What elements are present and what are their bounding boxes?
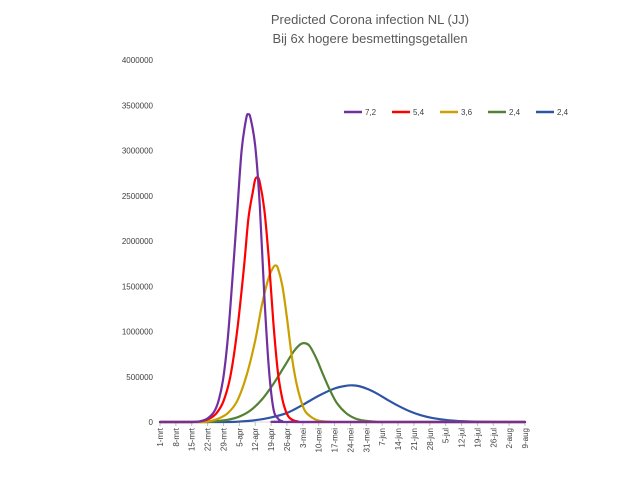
x-tick-label: 12-jul [458,428,467,448]
y-axis: 0 500000 1000000 1500000 2000000 2500000 30000… [122,56,154,427]
x-tick-label: 22-mrt [204,427,213,451]
x-tick-label: 19-jul [473,428,482,448]
x-tick-label: 10-mei [315,428,324,453]
series-lines [158,113,527,424]
x-tick-label: 7-jun [378,428,387,446]
x-tick-label: 14-jun [394,428,403,450]
x-tick-label: 8-mrt [172,427,181,446]
series-line-4 [158,384,527,424]
legend-label-1: 5,4 [413,108,425,117]
y-tick-label: 3000000 [122,147,154,156]
x-tick-label: 3-mei [299,428,308,448]
chart-title: Predicted Corona infection NL (JJ) [271,12,469,27]
legend-label-4: 2,4 [557,108,569,117]
x-tick-label: 31-mei [362,428,371,453]
series-line-3 [158,341,527,424]
series-line-0 [158,113,527,424]
plot-area: 0 500000 1000000 1500000 2000000 2500000 30000… [122,56,530,452]
y-tick-label: 2000000 [122,237,154,246]
y-tick-label: 500000 [126,373,153,382]
x-tick-label: 26-apr [283,428,292,451]
y-tick-label: 3500000 [122,101,154,110]
x-tick-label: 15-mrt [188,427,197,451]
x-tick-label: 5-jul [442,428,451,443]
x-tick-label: 9-aug [521,428,530,448]
x-tick-label: 5-apr [235,428,244,447]
x-tick-label: 21-jun [410,428,419,450]
x-tick-label: 12-apr [251,428,260,451]
x-axis: 1-mrt 8-mrt 15-mrt 22-mrt 29-mrt 5-apr 12-apr 1… [156,422,530,452]
x-tick-label: 28-jun [426,428,435,450]
legend-label-2: 3,6 [461,108,473,117]
series-line-2 [158,264,527,424]
x-tick-label: 2-aug [505,428,514,448]
x-tick-label: 19-apr [267,428,276,451]
x-tick-label: 24-mei [346,428,355,453]
legend-label-3: 2,4 [509,108,521,117]
x-tick-label: 26-jul [489,428,498,448]
y-tick-label: 1000000 [122,328,154,337]
x-tick-label: 1-mrt [156,427,165,446]
legend-label-0: 7,2 [365,108,377,117]
y-tick-label: 0 [149,418,154,427]
chart-subtitle: Bij 6x hogere besmettingsgetallen [272,31,467,46]
y-tick-label: 2500000 [122,192,154,201]
y-tick-label: 1500000 [122,282,154,291]
x-tick-label: 29-mrt [219,427,228,451]
legend: 7,2 5,4 3,6 2,4 2,4 [344,108,569,117]
y-tick-label: 4000000 [122,56,154,65]
x-tick-label: 17-mei [331,428,340,453]
